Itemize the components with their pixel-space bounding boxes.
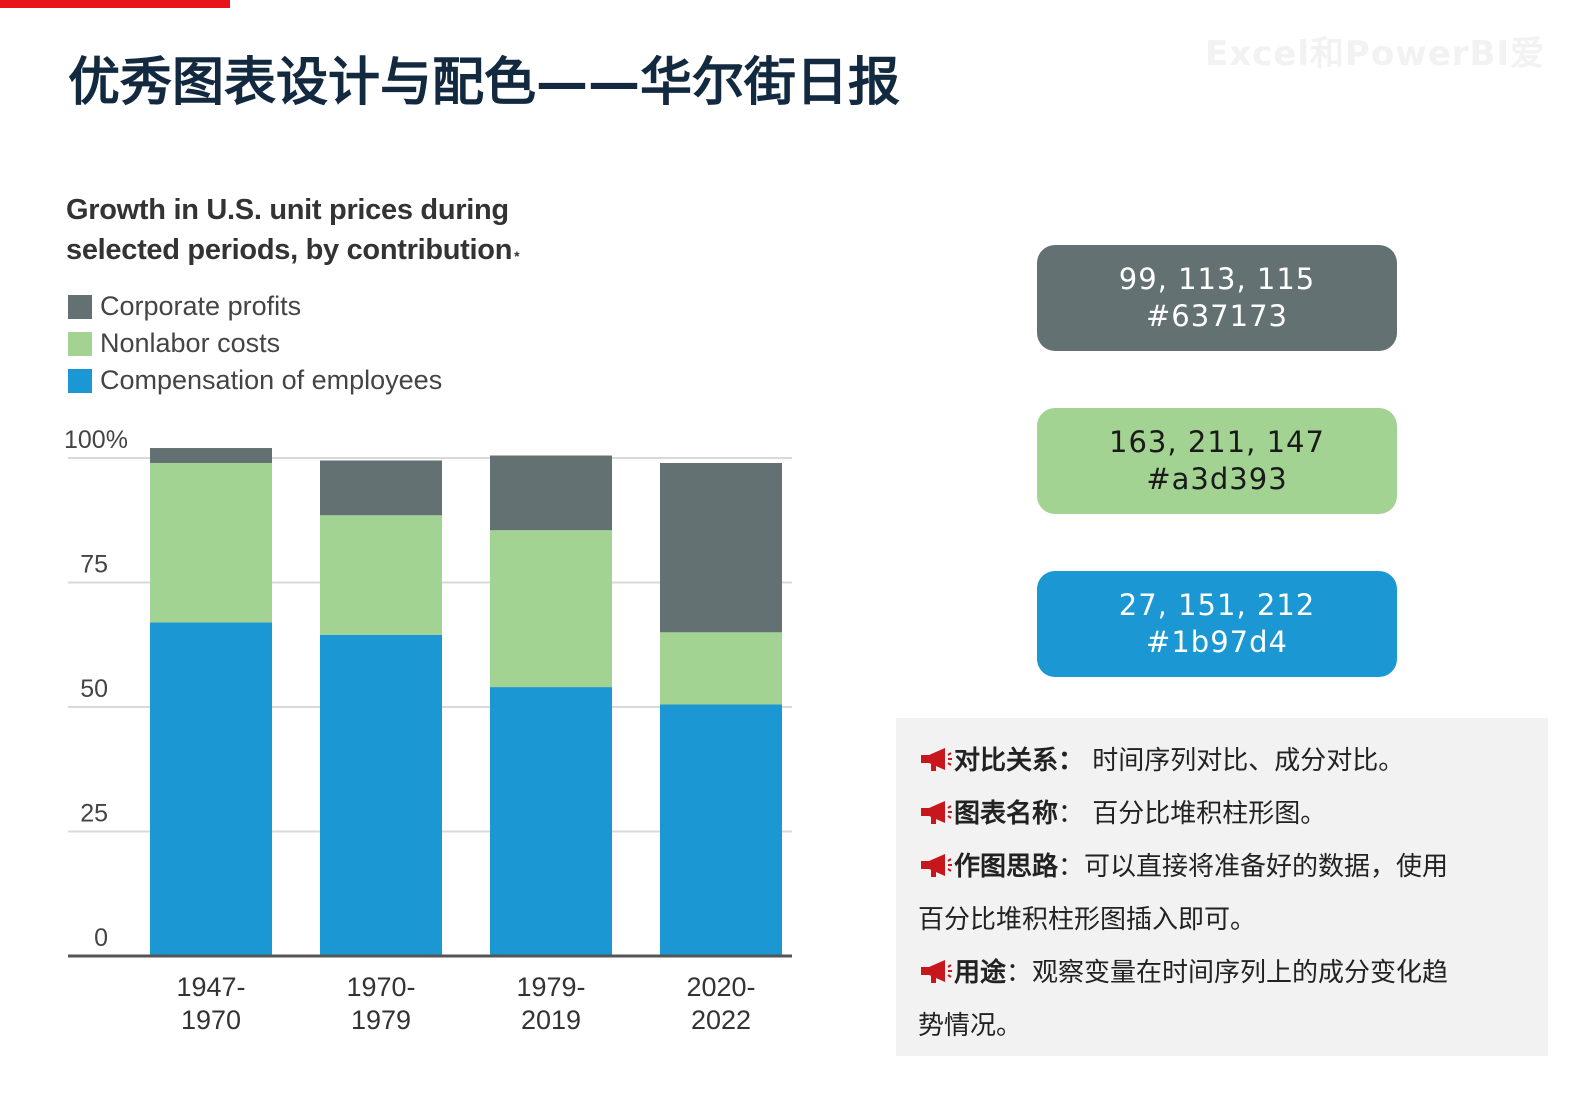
bar-segment bbox=[320, 515, 442, 635]
x-tick-label: 1947- bbox=[176, 972, 245, 1002]
note-label: 用途 bbox=[954, 958, 1007, 988]
x-tick-label: 1970 bbox=[181, 1005, 241, 1035]
x-tick-label: 2022 bbox=[691, 1005, 751, 1035]
note-separator: ： bbox=[1058, 746, 1085, 776]
legend-item-nonlabor-costs: Nonlabor costs bbox=[68, 325, 442, 362]
note-text: 可以直接将准备好的数据，使用 bbox=[1084, 852, 1449, 882]
color-card-hex: #637173 bbox=[1145, 299, 1288, 333]
color-card-green: 163, 211, 147 #a3d393 bbox=[1037, 408, 1397, 514]
bar-segment bbox=[490, 687, 612, 956]
color-card-gray: 99, 113, 115 #637173 bbox=[1037, 245, 1397, 351]
legend-item-corporate-profits: Corporate profits bbox=[68, 288, 442, 325]
note-chart-name: 图表名称： 百分比堆积柱形图。 bbox=[918, 793, 1326, 830]
chart-legend: Corporate profits Nonlabor costs Compens… bbox=[68, 288, 442, 399]
note-separator: ： bbox=[1058, 799, 1085, 829]
x-tick-label: 1979 bbox=[351, 1005, 411, 1035]
color-card-rgb: 163, 211, 147 bbox=[1109, 425, 1325, 459]
legend-swatch bbox=[68, 368, 92, 393]
note-usage-continued: 势情况。 bbox=[918, 1011, 1023, 1041]
chart-title-footnote-mark: * bbox=[514, 248, 520, 264]
note-label: 对比关系 bbox=[954, 746, 1059, 776]
note-usage: 用途：观察变量在时间序列上的成分变化趋 bbox=[918, 952, 1448, 989]
note-text: 观察变量在时间序列上的成分变化趋 bbox=[1032, 958, 1449, 988]
note-separator: ： bbox=[1058, 852, 1085, 882]
stacked-bar-chart: 0 25 50 75 100% 1947-1970 1970-1979 1979-2019 20… bbox=[64, 426, 792, 1035]
y-tick-label: 50 bbox=[80, 675, 108, 703]
x-tick-label: 1979- bbox=[516, 972, 585, 1002]
note-text: 百分比堆积柱形图。 bbox=[1092, 799, 1327, 829]
bar-segment bbox=[660, 632, 782, 705]
watermark: Excel和PowerBI爱 bbox=[1205, 34, 1546, 74]
bar-segment bbox=[490, 530, 612, 688]
note-label: 图表名称 bbox=[954, 799, 1059, 829]
note-label: 作图思路 bbox=[954, 852, 1059, 882]
note-comparison: 对比关系： 时间序列对比、成分对比。 bbox=[918, 740, 1404, 777]
color-card-rgb: 27, 151, 212 bbox=[1118, 588, 1316, 622]
note-separator: ： bbox=[1006, 958, 1033, 988]
bar-segment bbox=[320, 634, 442, 956]
color-card-blue: 27, 151, 212 #1b97d4 bbox=[1037, 571, 1397, 677]
legend-swatch bbox=[68, 331, 92, 356]
bar-segment bbox=[150, 462, 272, 623]
y-tick-label: 25 bbox=[80, 800, 108, 828]
legend-swatch bbox=[68, 294, 92, 319]
color-card-rgb: 99, 113, 115 bbox=[1118, 262, 1316, 296]
megaphone-icon bbox=[921, 960, 952, 983]
megaphone-icon bbox=[921, 801, 952, 824]
bar-segment bbox=[150, 448, 272, 463]
bar-segment bbox=[660, 462, 782, 633]
x-tick-label: 2019 bbox=[521, 1005, 581, 1035]
x-tick-label: 1970- bbox=[346, 972, 415, 1002]
y-tick-label: 100% bbox=[64, 426, 128, 454]
accent-bar bbox=[0, 0, 230, 8]
x-tick-label: 2020- bbox=[686, 972, 755, 1002]
chart-title-text: Growth in U.S. unit prices during select… bbox=[66, 194, 513, 266]
legend-item-compensation: Compensation of employees bbox=[68, 362, 442, 399]
chart-title: Growth in U.S. unit prices during select… bbox=[66, 190, 626, 270]
y-tick-label: 75 bbox=[80, 551, 108, 579]
y-tick-label: 0 bbox=[94, 924, 108, 952]
color-card-hex: #1b97d4 bbox=[1146, 625, 1288, 659]
note-approach: 作图思路：可以直接将准备好的数据，使用 bbox=[918, 846, 1448, 883]
legend-label: Compensation of employees bbox=[100, 365, 443, 395]
notes-panel: 对比关系： 时间序列对比、成分对比。 图表名称： 百分比堆积柱形图。 作图思路：… bbox=[896, 718, 1548, 1056]
legend-label: Corporate profits bbox=[100, 291, 302, 321]
bar-segment bbox=[150, 622, 272, 956]
note-approach-continued: 百分比堆积柱形图插入即可。 bbox=[918, 905, 1257, 935]
color-card-hex: #a3d393 bbox=[1146, 462, 1288, 496]
note-text: 时间序列对比、成分对比。 bbox=[1092, 746, 1405, 776]
bar-segment bbox=[660, 704, 782, 956]
bar-segment bbox=[320, 460, 442, 516]
bar-segment bbox=[490, 455, 612, 531]
page-title: 优秀图表设计与配色——华尔街日报 bbox=[68, 52, 901, 113]
megaphone-icon bbox=[921, 854, 952, 877]
megaphone-icon bbox=[921, 748, 952, 771]
legend-label: Nonlabor costs bbox=[100, 328, 281, 358]
